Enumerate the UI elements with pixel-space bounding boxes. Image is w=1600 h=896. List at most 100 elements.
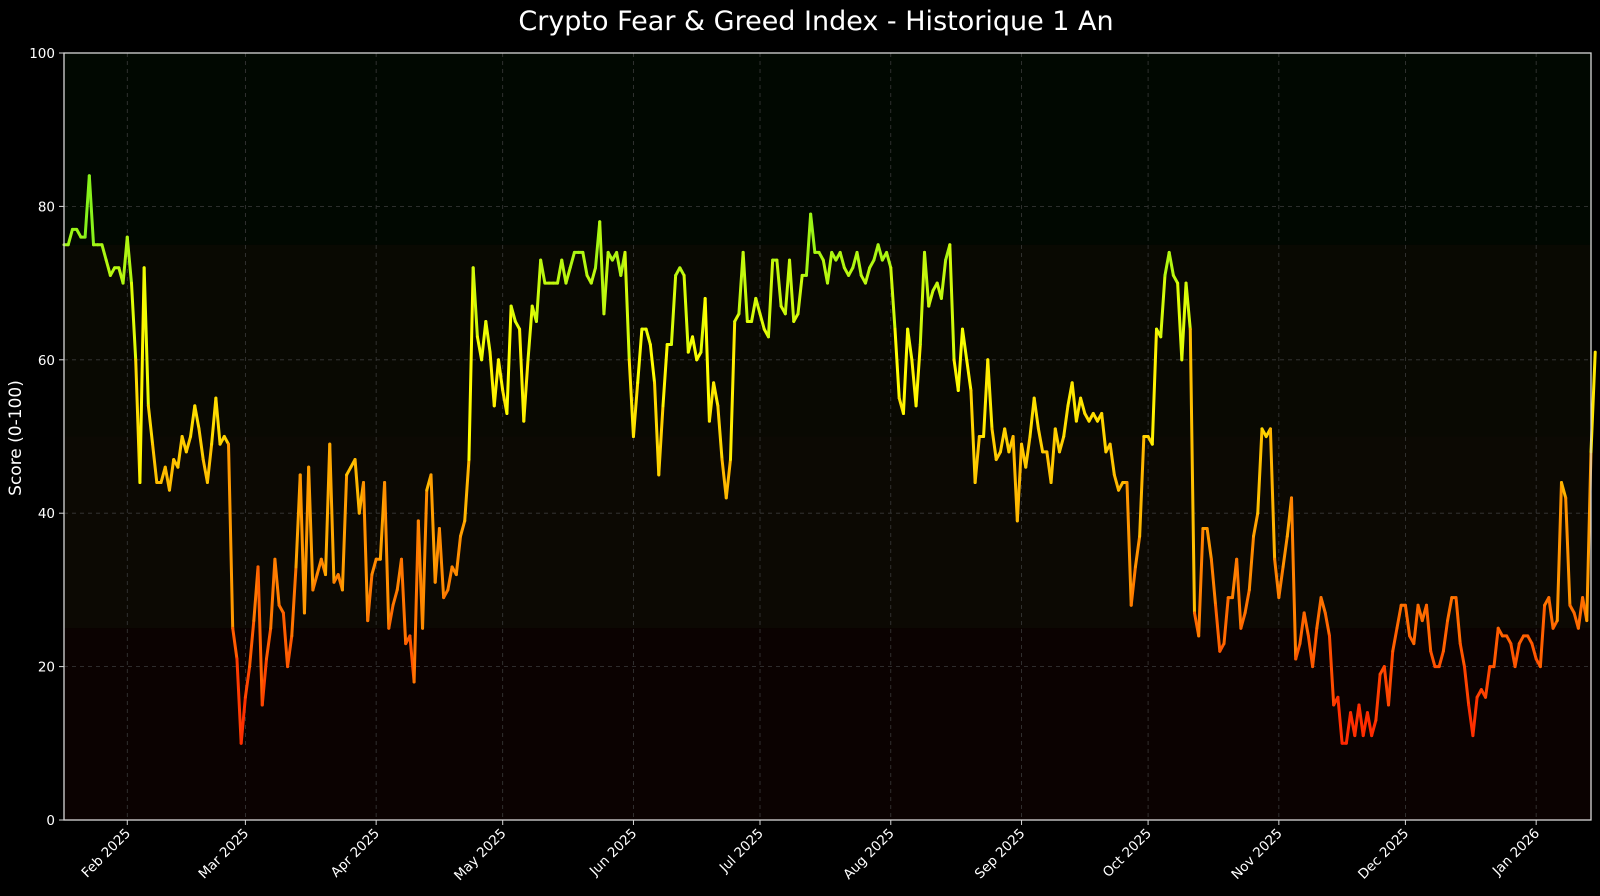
line-segment-288: [1277, 565, 1285, 600]
line-segment-208: [939, 258, 948, 300]
x-tick-label: Jul 2025: [716, 826, 767, 877]
line-segment-287: [1273, 557, 1281, 600]
line-segment-49: [269, 557, 277, 630]
line-segment-254: [1133, 534, 1142, 569]
line-segment-231: [1036, 427, 1045, 454]
line-segment-246: [1100, 411, 1108, 454]
line-segment-142: [661, 342, 669, 408]
line-segment-140: [653, 381, 661, 477]
y-tick-label: 80: [38, 199, 55, 215]
line-segment-165: [758, 312, 766, 331]
line-segment-138: [644, 327, 652, 346]
line-segment-30: [189, 404, 197, 438]
line-segment-220: [990, 427, 998, 462]
line-segment-240: [1074, 396, 1083, 423]
line-segment-125: [589, 266, 597, 285]
line-segment-344: [1513, 642, 1521, 669]
line-segment-235: [1053, 427, 1061, 454]
line-segment-334: [1471, 695, 1479, 738]
line-segment-53: [286, 634, 294, 669]
line-segment-280: [1243, 588, 1251, 615]
x-tick-label: May 2025: [451, 826, 509, 884]
line-segment-275: [1222, 596, 1230, 646]
line-segment-278: [1235, 557, 1243, 630]
line-segment-356: [1564, 496, 1572, 607]
line-segment-163: [750, 296, 758, 323]
line-segment-118: [560, 258, 568, 285]
line-segment-135: [631, 381, 640, 438]
line-segment-167: [766, 258, 775, 339]
line-segment-72: [366, 573, 374, 623]
line-segment-359: [1576, 596, 1585, 630]
line-segment-324: [1429, 649, 1437, 669]
line-segment-229: [1028, 396, 1036, 438]
line-segment-113: [539, 258, 547, 285]
line-segment-44: [248, 619, 256, 669]
zone-band-3: [64, 628, 1591, 820]
line-segment-9: [100, 243, 108, 262]
plot-frame: [63, 52, 1592, 821]
zone-band-2: [64, 436, 1591, 629]
line-segment-323: [1424, 603, 1433, 653]
line-segment-255: [1138, 435, 1146, 538]
line-segment-267: [1188, 327, 1196, 615]
line-segment-253: [1129, 565, 1137, 607]
line-segment-200: [906, 327, 914, 362]
line-segment-291: [1290, 496, 1298, 661]
line-segment-203: [918, 250, 927, 346]
line-segment-161: [741, 250, 749, 323]
line-segment-297: [1315, 596, 1323, 630]
line-segment-292: [1294, 642, 1302, 661]
line-segment-190: [863, 266, 872, 285]
line-segment-153: [707, 381, 716, 423]
line-segment-93: [454, 534, 463, 577]
x-tick-label: Feb 2025: [79, 826, 135, 882]
line-segment-239: [1070, 381, 1078, 423]
line-segment-31: [193, 404, 201, 431]
line-segment-269: [1197, 527, 1205, 638]
line-segment-29: [184, 435, 193, 454]
line-segment-309: [1365, 711, 1374, 738]
line-segment-40: [231, 626, 239, 661]
line-segment-106: [509, 304, 517, 323]
line-segment-283: [1256, 427, 1264, 515]
line-segment-174: [796, 273, 804, 316]
index-line-series: [62, 174, 1597, 745]
line-segment-83: [412, 519, 420, 684]
line-segment-69: [353, 458, 361, 515]
line-segment-76: [383, 481, 391, 630]
line-segment-216: [973, 435, 981, 485]
line-segment-214: [965, 358, 973, 392]
line-segment-195: [885, 250, 893, 270]
line-segment-188: [855, 250, 863, 277]
y-axis-label: Score (0-100): [6, 380, 26, 496]
line-segment-176: [804, 212, 813, 277]
line-segment-120: [568, 250, 576, 270]
line-segment-21: [151, 442, 159, 485]
line-segment-310: [1370, 718, 1378, 738]
line-segment-123: [581, 250, 589, 277]
line-segment-43: [243, 665, 252, 699]
line-segment-199: [901, 327, 910, 415]
line-segment-10: [104, 258, 112, 277]
line-segment-152: [703, 296, 711, 423]
line-segment-41: [235, 657, 243, 745]
y-tick-label: 20: [38, 660, 55, 676]
line-segment-289: [1281, 534, 1289, 569]
line-segment-213: [960, 327, 969, 362]
line-segment-91: [446, 565, 454, 592]
line-segment-315: [1391, 626, 1399, 653]
line-segment-46: [256, 565, 264, 707]
line-segment-154: [712, 381, 720, 408]
y-tick-label: 0: [46, 813, 55, 829]
line-segment-265: [1180, 281, 1188, 362]
line-segment-248: [1108, 442, 1116, 477]
line-segment-149: [691, 335, 699, 362]
line-segment-339: [1492, 626, 1500, 669]
line-segment-230: [1032, 396, 1040, 431]
line-segment-136: [636, 327, 644, 385]
x-tick-label: Nov 2025: [1228, 826, 1285, 883]
line-segment-316: [1395, 603, 1403, 630]
line-segment-100: [484, 319, 492, 354]
line-segment-272: [1209, 557, 1218, 607]
